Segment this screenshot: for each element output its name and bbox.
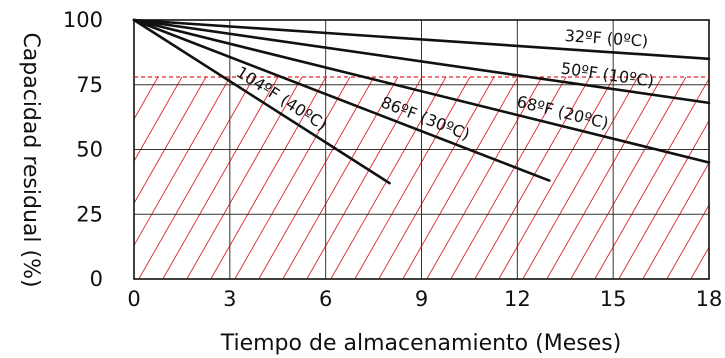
hatch-line bbox=[450, 76, 567, 280]
series-line bbox=[132, 18, 391, 185]
hatch-line bbox=[234, 76, 351, 280]
hatch-line bbox=[426, 76, 543, 280]
hatch-line bbox=[522, 76, 639, 280]
hatch-line bbox=[282, 76, 399, 280]
hatch-line bbox=[330, 76, 447, 280]
x-tick-label: 15 bbox=[600, 287, 627, 311]
x-tick-label: 18 bbox=[696, 287, 723, 311]
tick-labels: 0 3 6 9 12 15 18 0 25 50 75 100 bbox=[63, 8, 722, 311]
hatch-line bbox=[498, 76, 615, 280]
x-tick-label: 12 bbox=[504, 287, 531, 311]
x-tick-label: 6 bbox=[319, 287, 332, 311]
hatch-line bbox=[666, 204, 709, 280]
hatch-line bbox=[134, 76, 231, 247]
series-line bbox=[132, 18, 711, 164]
series-line bbox=[132, 18, 711, 105]
series-group bbox=[132, 18, 711, 185]
y-tick-label: 25 bbox=[76, 202, 103, 226]
hatch-line bbox=[715, 77, 725, 279]
plot-frame bbox=[133, 19, 710, 280]
series-label: 50ºF (10ºC) bbox=[560, 59, 656, 91]
x-axis-label: Tiempo de almacenamiento (Meses) bbox=[220, 331, 622, 356]
hatched-region bbox=[0, 76, 725, 280]
hatch-line bbox=[258, 76, 375, 280]
y-tick-label: 100 bbox=[63, 8, 103, 32]
hatch-line bbox=[378, 76, 495, 280]
series-label: 32ºF (0ºC) bbox=[564, 26, 649, 51]
x-tick-label: 0 bbox=[127, 287, 140, 311]
hatch-line bbox=[474, 76, 591, 280]
hatch-line bbox=[570, 76, 687, 280]
grid bbox=[133, 19, 710, 280]
x-tick-label: 3 bbox=[223, 287, 236, 311]
hatch-line bbox=[162, 76, 279, 280]
series-line bbox=[132, 18, 551, 182]
series-line bbox=[132, 18, 711, 61]
hatch-line bbox=[134, 76, 159, 120]
hatch-line bbox=[354, 76, 471, 280]
hatch-line bbox=[618, 119, 709, 280]
hatch-line bbox=[0, 77, 110, 279]
y-tick-label: 50 bbox=[76, 138, 103, 162]
series-label: 104ºF (40ºC) bbox=[233, 62, 331, 134]
y-axis-label: Capacidad residual (%) bbox=[18, 32, 43, 287]
hatch-line bbox=[642, 162, 709, 280]
hatch-line bbox=[690, 246, 709, 280]
hatch-line bbox=[134, 76, 207, 205]
hatch-line bbox=[594, 77, 709, 280]
hatch-line bbox=[186, 76, 303, 280]
hatch-line bbox=[546, 76, 663, 280]
hatch-line bbox=[134, 76, 183, 163]
y-tick-label: 0 bbox=[90, 267, 103, 291]
y-tick-label: 75 bbox=[76, 73, 103, 97]
x-tick-label: 9 bbox=[415, 287, 428, 311]
hatch-line bbox=[138, 76, 255, 280]
